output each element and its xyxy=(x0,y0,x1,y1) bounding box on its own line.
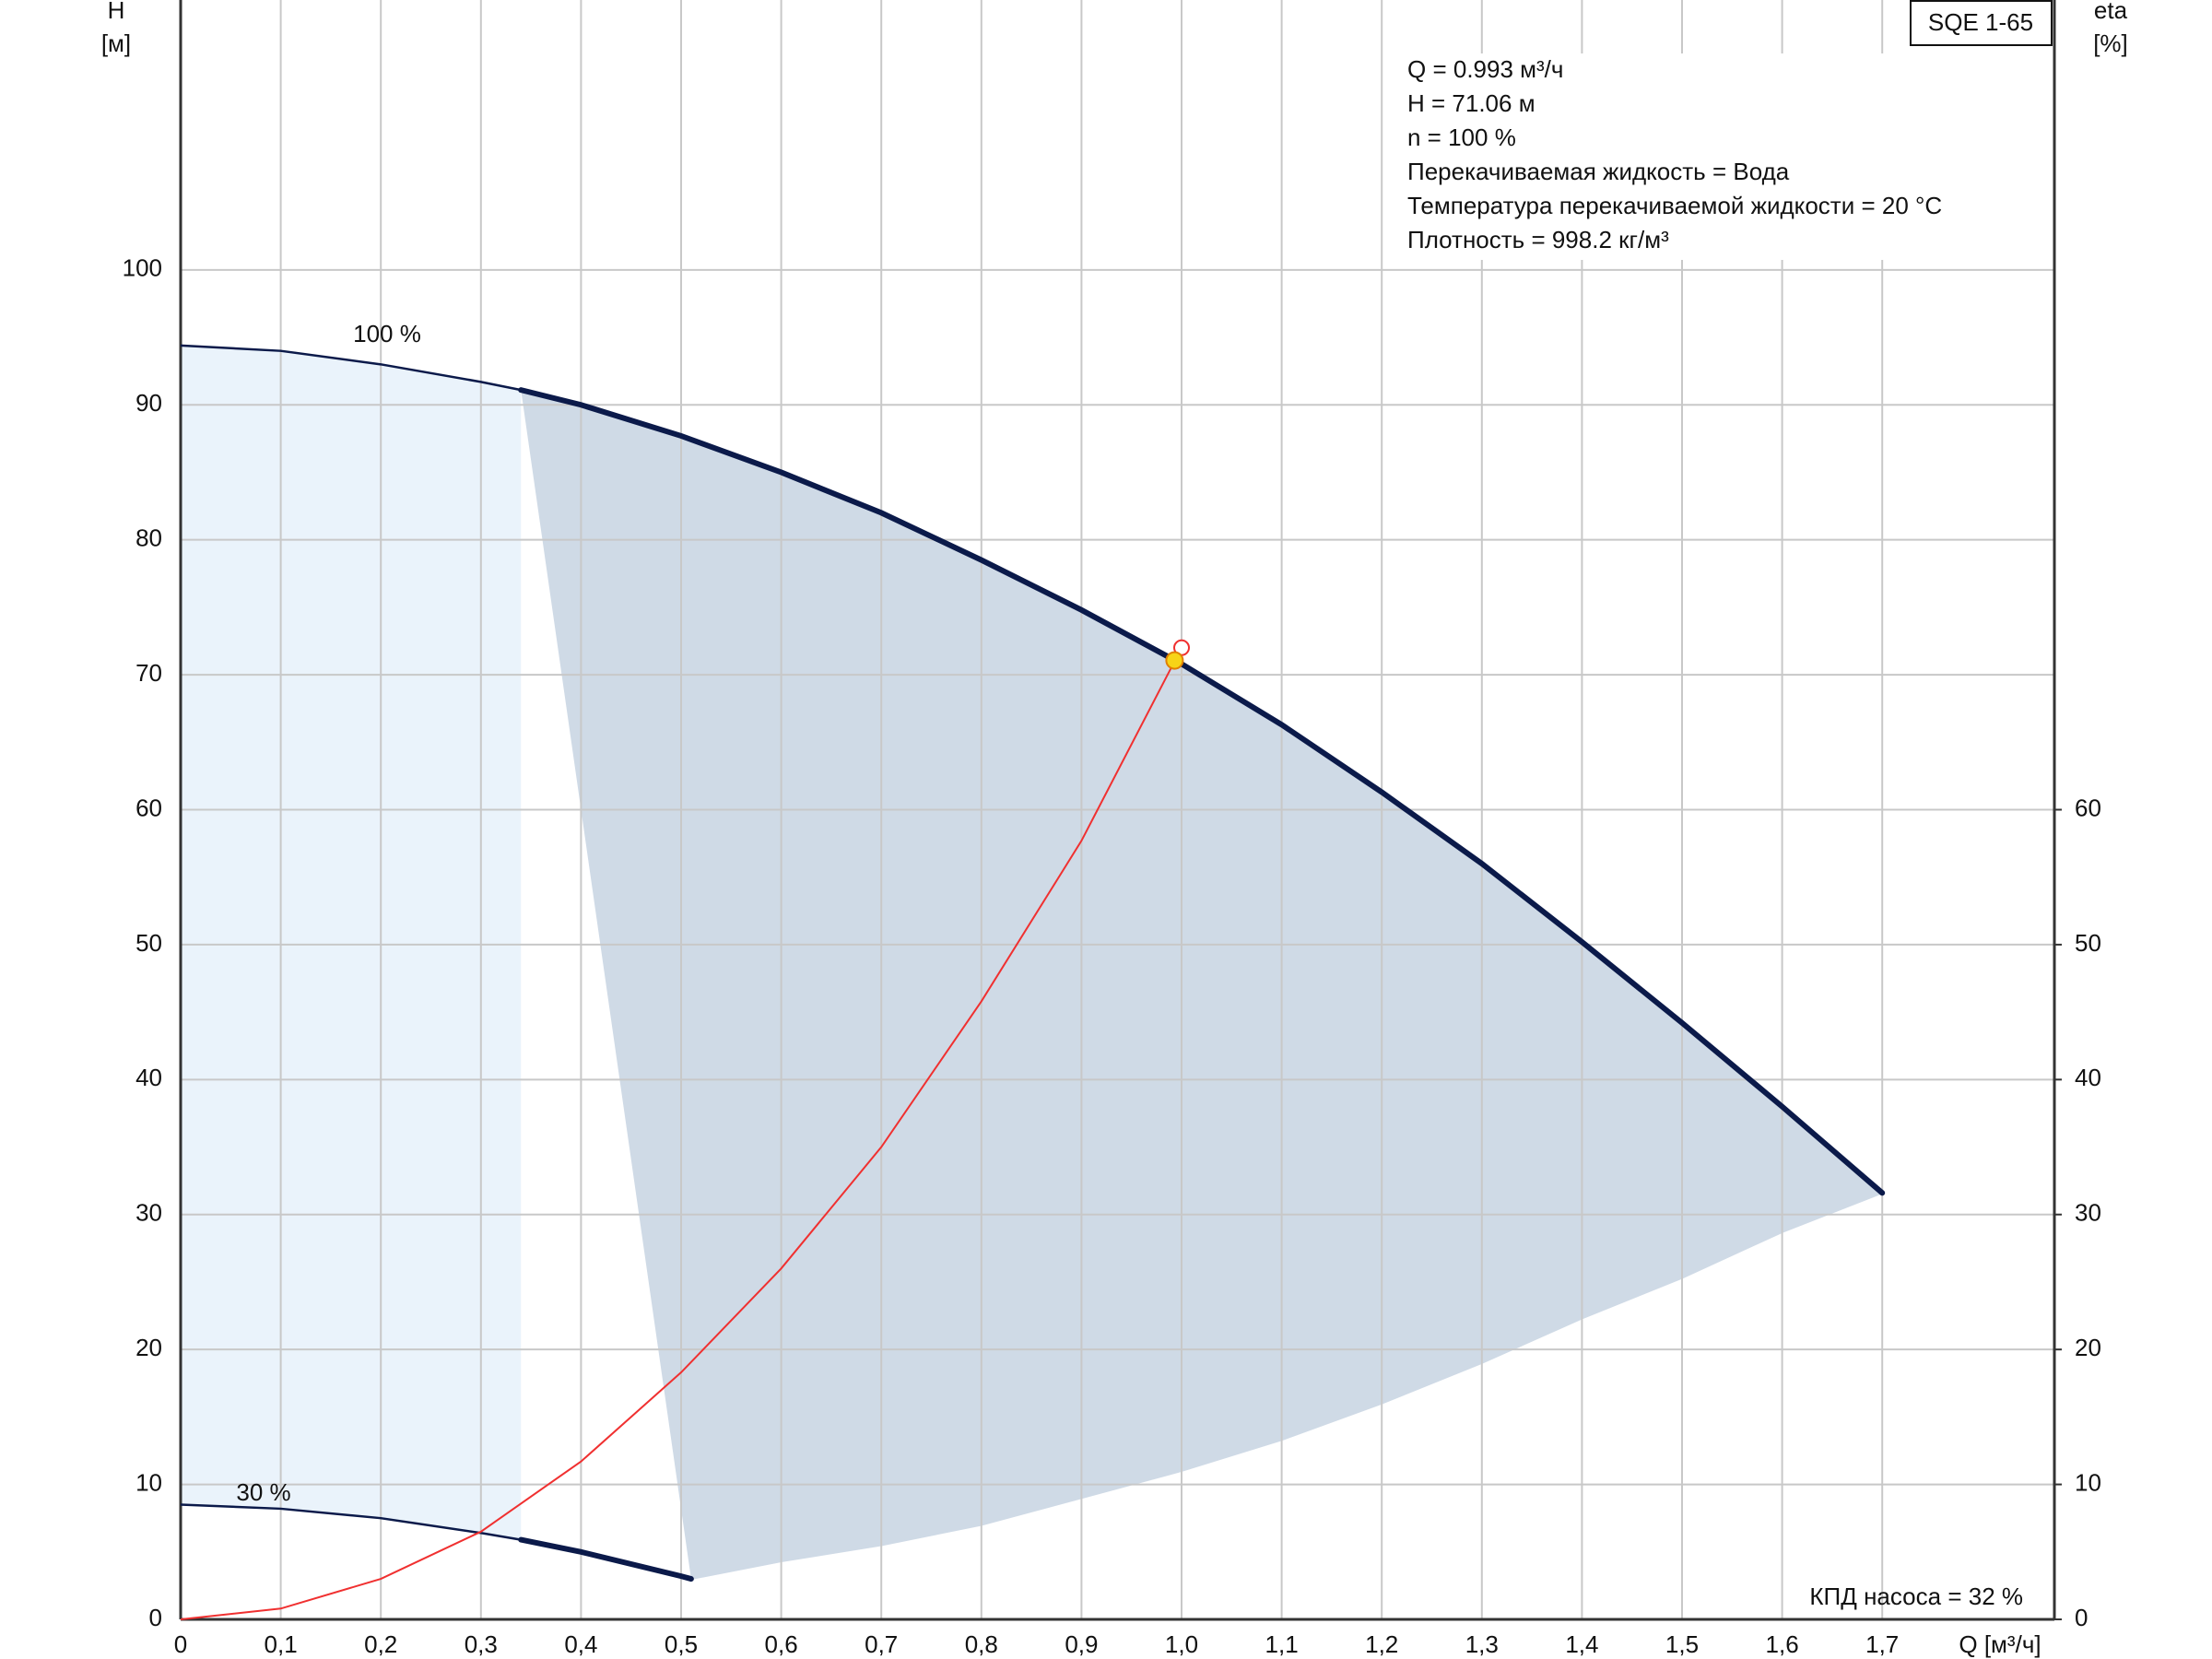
curve-label: 100 % xyxy=(353,320,421,347)
x-tick-label: 1,1 xyxy=(1265,1630,1299,1658)
y-tick-label: 50 xyxy=(135,929,162,957)
x-tick-label: 0,6 xyxy=(765,1630,798,1658)
operating-region xyxy=(521,390,1883,1580)
y-tick-label: 30 xyxy=(135,1199,162,1227)
y-tick-label: 100 xyxy=(123,254,162,282)
x-tick-label: 1,0 xyxy=(1165,1630,1198,1658)
y-axis-label: H xyxy=(108,0,125,24)
fill-layer xyxy=(181,345,1883,1581)
info-line: H = 71.06 м xyxy=(1407,89,1535,117)
x-tick-label: 0 xyxy=(174,1630,187,1658)
x-tick-label: 1,2 xyxy=(1365,1630,1398,1658)
info-line: Плотность = 998.2 кг/м³ xyxy=(1407,226,1669,253)
x-tick-label: 1,4 xyxy=(1565,1630,1598,1658)
y2-tick-label: 0 xyxy=(2075,1604,2088,1631)
low-flow-region xyxy=(181,345,522,1540)
y-axis-unit: [м] xyxy=(101,29,131,57)
x-tick-label: 0,8 xyxy=(965,1630,998,1658)
x-tick-label: 0,1 xyxy=(265,1630,298,1658)
x-tick-label: 1,6 xyxy=(1766,1630,1799,1658)
x-tick-label: 1,5 xyxy=(1665,1630,1699,1658)
info-line: Температура перекачиваемой жидкости = 20… xyxy=(1407,192,1942,219)
x-tick-label: 0,2 xyxy=(364,1630,397,1658)
curve-label: 30 % xyxy=(236,1478,290,1506)
y2-tick-label: 50 xyxy=(2075,929,2101,957)
y-tick-label: 40 xyxy=(135,1064,162,1091)
y-tick-label: 70 xyxy=(135,659,162,687)
info-line: Перекачиваемая жидкость = Вода xyxy=(1407,158,1790,185)
y-tick-label: 10 xyxy=(135,1468,162,1496)
y-tick-label: 80 xyxy=(135,524,162,552)
y-tick-label: 60 xyxy=(135,794,162,821)
x-tick-label: 0,5 xyxy=(665,1630,698,1658)
grid-layer xyxy=(179,0,2062,1621)
info-line: n = 100 % xyxy=(1407,124,1516,151)
y2-axis-label: eta xyxy=(2094,0,2128,24)
x-tick-label: 0,4 xyxy=(564,1630,597,1658)
efficiency-note: КПД насоса = 32 % xyxy=(1809,1583,2023,1610)
y2-axis-unit: [%] xyxy=(2093,29,2128,57)
x-tick-label: 0,3 xyxy=(465,1630,498,1658)
pump-curve-operating xyxy=(518,1536,694,1583)
y-tick-label: 20 xyxy=(135,1334,162,1361)
y2-tick-label: 20 xyxy=(2075,1334,2101,1361)
efficiency-curve xyxy=(180,660,1176,1620)
x-tick-label: 0,9 xyxy=(1065,1630,1098,1658)
y2-tick-label: 40 xyxy=(2075,1064,2101,1091)
y2-tick-label: 30 xyxy=(2075,1199,2101,1227)
x-tick-label: 0,7 xyxy=(865,1630,898,1658)
y2-tick-label: 10 xyxy=(2075,1468,2101,1496)
info-box xyxy=(1398,53,2052,260)
chart-title: SQE 1-65 xyxy=(1928,8,2033,36)
y2-tick-label: 60 xyxy=(2075,794,2101,821)
info-line: Q = 0.993 м³/ч xyxy=(1407,55,1563,83)
y-tick-label: 0 xyxy=(149,1604,162,1631)
y-tick-label: 90 xyxy=(135,389,162,417)
title-box xyxy=(1910,0,2053,46)
x-tick-label: 1,7 xyxy=(1865,1630,1899,1658)
x-axis-label: Q [м³/ч] xyxy=(1959,1630,2041,1658)
x-tick-label: 1,3 xyxy=(1465,1630,1499,1658)
operating-point xyxy=(1165,651,1184,670)
